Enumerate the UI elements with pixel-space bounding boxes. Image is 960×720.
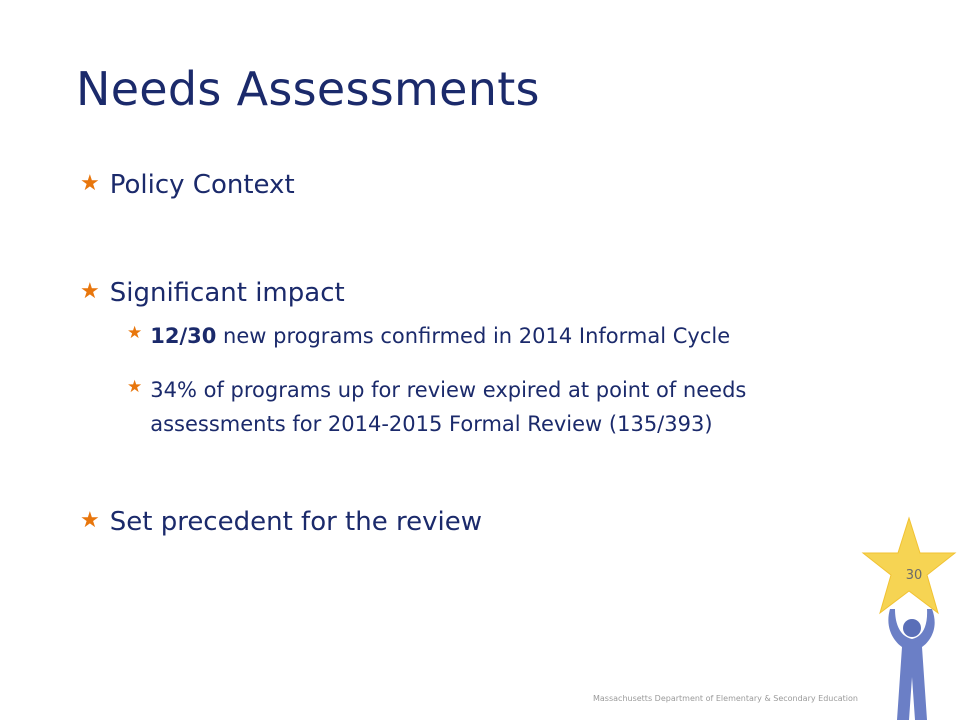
- sub-bullet-text: 12/30 new programs confirmed in 2014 Inf…: [150, 319, 730, 353]
- sub-bullet-expired-programs: ★ 34% of programs up for review expired …: [127, 373, 867, 441]
- sub-bullet-rest: new programs confirmed in 2014 Informal …: [216, 324, 731, 348]
- star-icon: ★: [127, 323, 143, 343]
- bold-fraction: 12/30: [150, 324, 217, 348]
- bullet-significant-impact: ★ Significant impact: [80, 278, 345, 308]
- bullet-set-precedent: ★ Set precedent for the review: [80, 507, 482, 537]
- person-holding-star-icon: [861, 516, 957, 720]
- page-number: 30: [905, 568, 923, 583]
- slide-title: Needs Assessments: [76, 62, 540, 116]
- bullet-text: Set precedent for the review: [109, 507, 482, 537]
- bullet-text: Significant impact: [109, 278, 345, 308]
- sub-bullet-new-programs: ★ 12/30 new programs confirmed in 2014 I…: [127, 319, 867, 353]
- star-icon: ★: [80, 279, 100, 304]
- bullet-text: Policy Context: [109, 170, 295, 200]
- bullet-policy-context: ★ Policy Context: [80, 170, 295, 200]
- star-icon: ★: [80, 171, 100, 196]
- star-icon: ★: [127, 377, 143, 397]
- footer-text: Massachusetts Department of Elementary &…: [593, 694, 858, 703]
- star-icon: ★: [80, 508, 100, 533]
- sub-bullet-text: 34% of programs up for review expired at…: [150, 378, 747, 436]
